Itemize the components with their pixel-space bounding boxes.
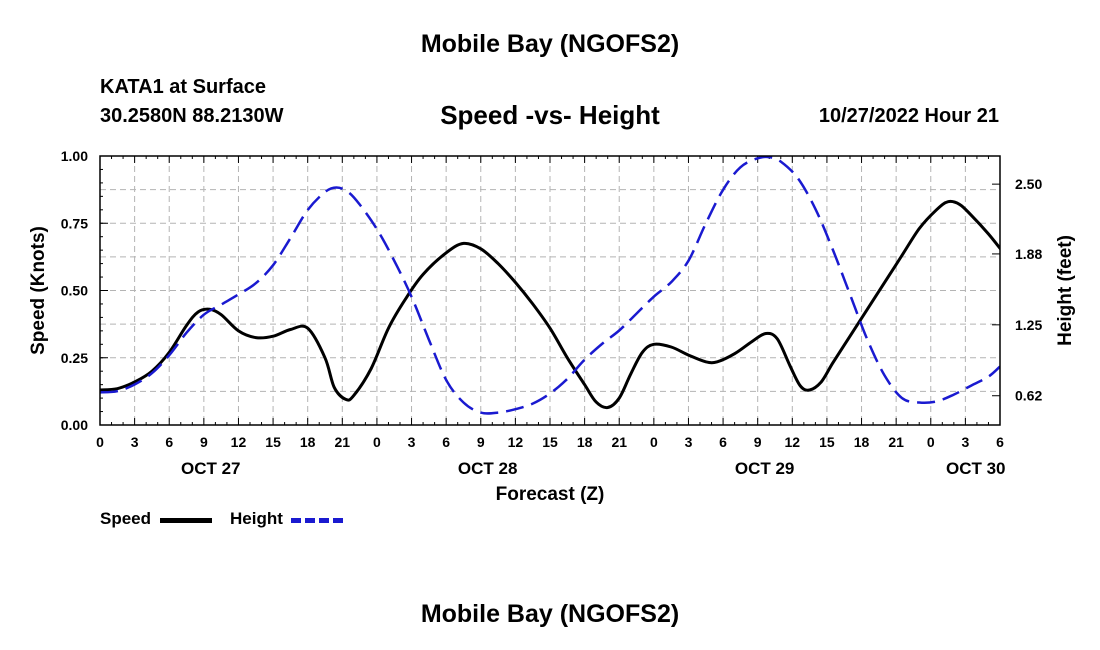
station-label: KATA1 at Surface: [100, 76, 266, 98]
x-tick-label: 9: [200, 434, 208, 450]
x-tick-label: 0: [373, 434, 381, 450]
legend-speed-label: Speed: [100, 509, 152, 528]
legend-speed-swatch: [160, 518, 212, 523]
x-tick-label: 6: [719, 434, 727, 450]
footer-title: Mobile Bay (NGOFS2): [420, 600, 680, 628]
speed-height-chart: 0 3 6 9 12 15 18 21 0 3 6 9 12 15 18 21 0 3 6 9 12 15 18 21 0 3 6 0…: [28, 148, 1076, 505]
chart-subtitle: Speed -vs- Height: [440, 100, 660, 130]
y-tick-label: 0.00: [61, 417, 88, 433]
x-tick-label: 12: [231, 434, 247, 450]
x-tick-label: 18: [854, 434, 870, 450]
y-axis-label: Speed (Knots): [28, 226, 49, 355]
legend-height-label: Height: [230, 509, 283, 528]
legend-height-swatch: [291, 518, 343, 523]
x-tick-label: 15: [542, 434, 558, 450]
speed-series-line: [100, 199, 1000, 410]
date-label: OCT 29: [735, 459, 795, 478]
y2-axis-label: Height (feet): [1055, 235, 1076, 346]
grid: [100, 156, 1000, 425]
forecast-datetime: 10/27/2022 Hour 21: [818, 105, 999, 127]
plot-frame: [99, 155, 1001, 426]
station-coordinates: 30.2580N 88.2130W: [100, 105, 284, 127]
x-axis-label: Forecast (Z): [496, 484, 605, 505]
x-tick-label: 21: [335, 434, 351, 450]
x-tick-label: 9: [754, 434, 762, 450]
y2-tick-label: 2.50: [1015, 176, 1042, 192]
date-label: OCT 27: [181, 459, 241, 478]
axis-labels: 0 3 6 9 12 15 18 21 0 3 6 9 12 15 18 21 0 3 6 9 12 15 18 21 0 3 6 0…: [28, 148, 1076, 505]
x-tick-label: 18: [577, 434, 593, 450]
date-label: OCT 30: [946, 459, 1006, 478]
y-tick-label: 0.75: [61, 215, 88, 231]
x-tick-label: 0: [927, 434, 935, 450]
x-tick-label: 3: [131, 434, 139, 450]
x-tick-label: 18: [300, 434, 316, 450]
x-tick-label: 12: [785, 434, 801, 450]
y2-tick-label: 0.62: [1015, 388, 1042, 404]
height-series-line: [100, 156, 1000, 415]
y-tick-label: 0.50: [61, 283, 88, 299]
chart-title: Mobile Bay (NGOFS2): [420, 30, 680, 58]
series-lines: [100, 156, 1000, 415]
date-label: OCT 28: [458, 459, 518, 478]
x-tick-label: 21: [888, 434, 904, 450]
x-tick-label: 3: [408, 434, 416, 450]
x-tick-label: 3: [961, 434, 969, 450]
x-tick-label: 12: [508, 434, 524, 450]
x-tick-label: 15: [819, 434, 835, 450]
x-tick-label: 15: [265, 434, 281, 450]
y2-tick-label: 1.25: [1015, 317, 1042, 333]
x-tick-label: 6: [442, 434, 450, 450]
x-tick-label: 0: [96, 434, 104, 450]
y-tick-label: 0.25: [61, 350, 88, 366]
x-tick-label: 6: [165, 434, 173, 450]
x-tick-label: 6: [996, 434, 1004, 450]
x-tick-label: 9: [477, 434, 485, 450]
x-tick-label: 0: [650, 434, 658, 450]
x-tick-label: 3: [685, 434, 693, 450]
x-tick-label: 21: [611, 434, 627, 450]
y-tick-label: 1.00: [61, 148, 88, 164]
y2-tick-label: 1.88: [1015, 246, 1042, 262]
